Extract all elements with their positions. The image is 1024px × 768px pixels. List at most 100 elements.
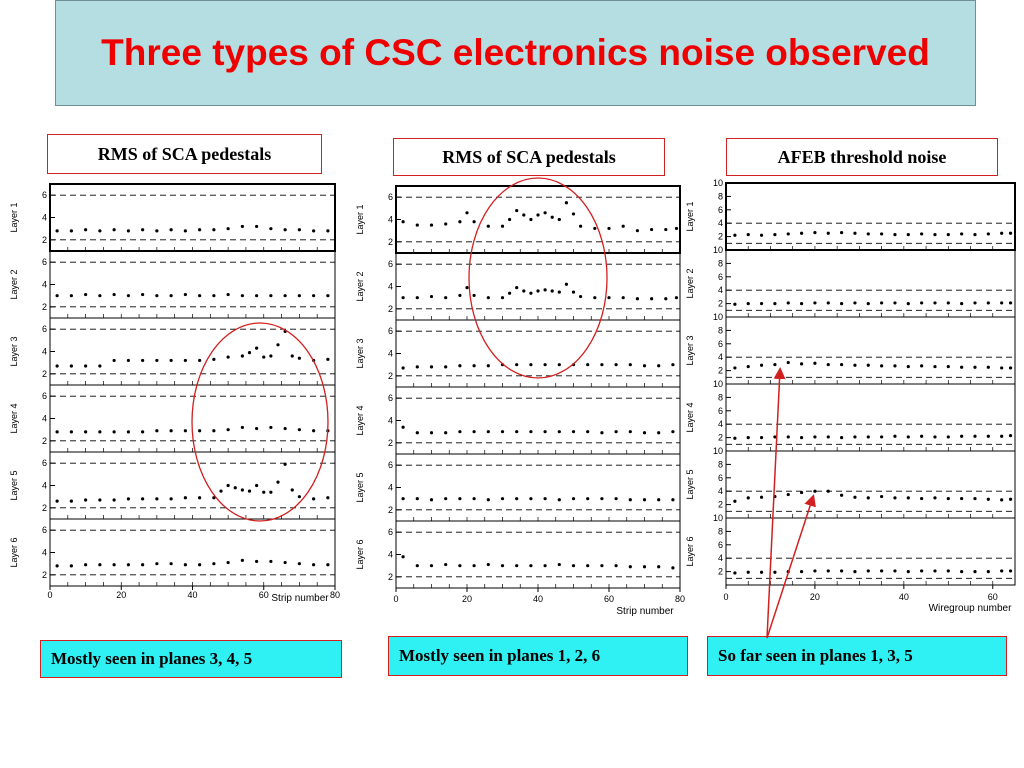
- layer-label: Layer 5: [685, 469, 695, 499]
- layer-label: Layer 5: [355, 472, 365, 502]
- y-tick-label: 4: [718, 419, 723, 429]
- data-point: [233, 486, 237, 490]
- data-point: [642, 565, 647, 569]
- data-point: [933, 569, 937, 573]
- data-point: [415, 431, 419, 435]
- data-point: [853, 435, 857, 439]
- data-point: [826, 489, 830, 493]
- data-point: [486, 364, 490, 368]
- data-point: [853, 363, 857, 367]
- data-point: [226, 428, 230, 432]
- data-point: [557, 363, 561, 367]
- data-point: [112, 563, 116, 567]
- data-point: [401, 220, 405, 224]
- data-point: [973, 434, 977, 438]
- data-point: [84, 430, 88, 434]
- layer-label: Layer 1: [9, 202, 19, 232]
- data-point: [444, 365, 448, 369]
- panel-frame: [395, 453, 681, 522]
- data-point: [650, 297, 654, 301]
- data-point: [866, 435, 870, 439]
- y-tick-label: 4: [388, 483, 393, 493]
- data-point: [635, 229, 640, 233]
- data-point: [733, 302, 737, 306]
- y-tick-label: 6: [388, 192, 393, 202]
- data-point: [543, 363, 547, 367]
- layer-label: Layer 5: [9, 470, 19, 500]
- data-point: [290, 354, 294, 358]
- data-point: [155, 562, 159, 566]
- layer-panel: 2 4 6 8 10 Layer 4: [685, 379, 1016, 452]
- data-point: [614, 363, 618, 367]
- data-point: [579, 294, 583, 299]
- data-point: [1000, 231, 1004, 235]
- layer-panel: 2 4 6 8 10 Layer 2: [685, 245, 1016, 318]
- y-tick-label: 6: [718, 473, 723, 483]
- data-point: [155, 294, 159, 298]
- data-point: [600, 497, 604, 501]
- data-point: [212, 429, 216, 433]
- data-point: [853, 301, 857, 305]
- data-point: [840, 569, 844, 573]
- data-point: [773, 570, 777, 574]
- y-tick-label: 2: [42, 235, 47, 245]
- y-tick-label: 2: [718, 433, 723, 443]
- data-point: [529, 430, 533, 434]
- data-point: [472, 293, 476, 298]
- data-point: [169, 429, 173, 433]
- data-point: [586, 497, 590, 501]
- data-point: [628, 430, 632, 434]
- data-point: [112, 498, 116, 502]
- data-point: [840, 302, 844, 306]
- data-point: [240, 558, 244, 562]
- data-point: [933, 364, 937, 369]
- data-point: [183, 563, 187, 567]
- data-point: [946, 496, 950, 501]
- data-point: [255, 483, 259, 488]
- y-tick-label: 6: [718, 406, 723, 416]
- data-point: [1000, 301, 1004, 305]
- data-point: [786, 435, 790, 439]
- data-point: [813, 435, 817, 439]
- y-tick-label: 8: [718, 325, 723, 335]
- data-point: [628, 363, 632, 367]
- data-point: [415, 223, 419, 227]
- data-point: [444, 562, 448, 567]
- layer-panel: 2 4 6 Layer 1: [9, 183, 336, 252]
- y-tick-label: 2: [718, 567, 723, 577]
- data-point: [933, 435, 937, 439]
- arrow-to-layer-5: [766, 494, 816, 639]
- data-point: [69, 430, 73, 434]
- data-point: [126, 294, 130, 298]
- highlight-ellipse-panel-2: [468, 177, 608, 379]
- data-point: [557, 562, 561, 567]
- data-point: [557, 430, 561, 434]
- data-point: [880, 301, 884, 305]
- data-point: [226, 483, 230, 488]
- y-tick-label: 2: [388, 438, 393, 448]
- x-tick-label: 40: [533, 594, 543, 604]
- data-point: [255, 346, 259, 350]
- data-point: [1000, 498, 1004, 502]
- y-tick-label: 6: [718, 339, 723, 349]
- data-point: [1008, 433, 1013, 438]
- y-tick-label: 4: [718, 218, 723, 228]
- data-point: [508, 291, 512, 295]
- panel-frame: [395, 252, 681, 321]
- data-point: [312, 429, 316, 433]
- data-point: [262, 490, 266, 494]
- data-point: [593, 226, 597, 231]
- data-point: [536, 289, 540, 293]
- data-point: [500, 296, 505, 300]
- data-point: [973, 232, 977, 237]
- data-point: [262, 355, 266, 359]
- data-point: [642, 431, 647, 435]
- data-point: [628, 498, 632, 502]
- y-tick-label: 6: [388, 393, 393, 403]
- y-tick-label: 6: [42, 525, 47, 535]
- data-point: [920, 569, 924, 573]
- y-tick-label: 2: [42, 570, 47, 580]
- data-point: [746, 570, 750, 574]
- data-point: [141, 497, 145, 501]
- layer-label: Layer 3: [9, 336, 19, 366]
